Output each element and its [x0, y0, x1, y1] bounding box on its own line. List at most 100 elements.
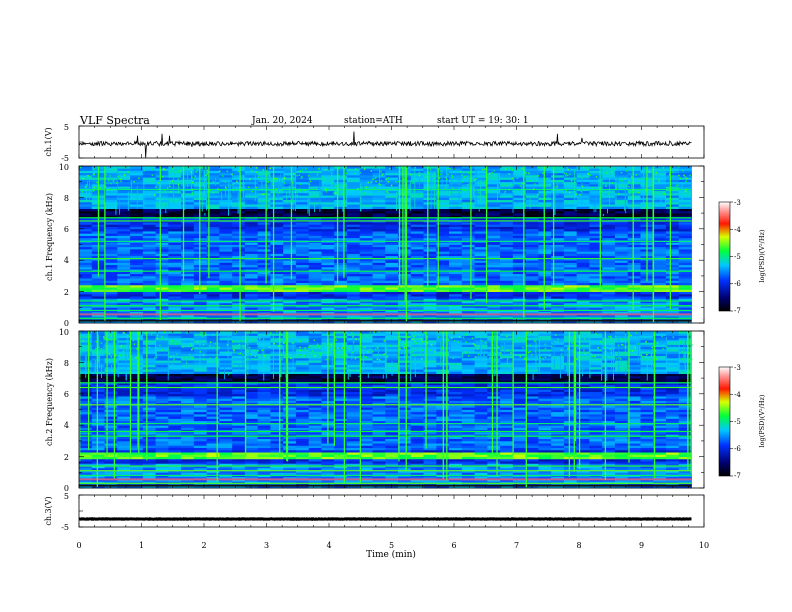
spectrogram-cell: [614, 320, 629, 324]
spectrogram-cell: [551, 485, 565, 489]
spectrogram-cell: [385, 166, 399, 169]
spectrogram-cell: [385, 244, 399, 248]
spectrogram-cell: [232, 269, 246, 272]
spectrogram-cell: [168, 280, 182, 284]
spectrogram-cell: [665, 280, 680, 284]
spectrogram-cell: [589, 248, 603, 252]
spectrogram-cell: [155, 311, 169, 315]
spectrogram-cell: [653, 199, 667, 203]
speckle: [638, 191, 640, 194]
spectrogram-cell: [232, 278, 246, 281]
spectrogram-cell: [117, 320, 131, 324]
spectrogram-cell: [168, 190, 182, 194]
spectrogram-cell: [244, 467, 259, 471]
spectrogram-cell: [512, 278, 527, 281]
spectrogram-cell: [461, 467, 475, 471]
spectrogram-cell: [117, 168, 131, 171]
spectrogram-cell: [219, 269, 233, 272]
spectrogram-cell: [334, 280, 348, 284]
spectrogram-cell: [359, 289, 373, 292]
spectrogram-cell: [627, 456, 641, 460]
speckle: [509, 167, 512, 169]
spectrogram-cell: [678, 172, 692, 176]
spectrogram-cell: [232, 253, 246, 257]
spectrogram-cell: [423, 181, 437, 185]
spectrogram-cell: [512, 251, 527, 254]
spectrogram-cell: [270, 307, 284, 310]
spectrogram-cell: [232, 470, 246, 473]
spectrogram-cell: [436, 305, 450, 308]
spectrogram-cell: [576, 253, 590, 257]
spectrogram-cell: [653, 269, 667, 272]
sferic: [513, 169, 515, 187]
spectrogram-cell: [117, 195, 131, 198]
spectrogram-cell: [436, 248, 450, 252]
spectrogram-cell: [410, 251, 424, 254]
spectrogram-cell: [614, 458, 629, 462]
spectrogram-cell: [232, 226, 246, 230]
speckle: [474, 179, 476, 181]
spectrogram-cell: [449, 282, 463, 286]
spectrogram-cell: [487, 168, 501, 171]
spectrogram-cell: [436, 253, 450, 257]
spectrogram-cell: [79, 251, 93, 254]
spectrogram-cell: [219, 260, 233, 263]
spectrogram-cell: [589, 278, 603, 281]
spectrogram-cell: [551, 201, 565, 205]
sferic: [204, 167, 206, 195]
spectrogram-cell: [678, 177, 692, 180]
spectrogram-cell: [653, 233, 667, 236]
spectrogram-cell: [334, 316, 348, 319]
speckle: [190, 171, 193, 173]
ch1-spec-ytick-2: 2: [64, 288, 69, 297]
spectrogram-cell: [678, 287, 692, 290]
spectrogram-cell: [142, 233, 156, 236]
speckle: [293, 173, 295, 175]
transmitter-line: [79, 188, 692, 191]
spectrogram-cell: [142, 291, 156, 295]
speckle: [338, 168, 340, 170]
spectrogram-cell: [359, 452, 373, 455]
spectrogram-cell: [551, 204, 565, 207]
spectrogram-cell: [334, 244, 348, 248]
spectrogram-cell: [244, 485, 259, 489]
speckle: [460, 171, 462, 173]
spectrogram-cell: [321, 244, 335, 248]
spectrogram-cell: [283, 485, 297, 489]
speckle: [521, 167, 523, 170]
speckle: [224, 189, 227, 191]
spectrogram-cell: [334, 454, 348, 457]
spectrogram-cell: [500, 244, 514, 248]
spectrogram-cell: [142, 320, 156, 324]
spectrogram-cell: [232, 257, 246, 261]
spectrogram-cell: [206, 204, 220, 207]
spectrogram-cell: [551, 266, 565, 270]
spectrogram-cell: [385, 228, 399, 232]
spectrogram-cell: [117, 174, 131, 178]
spectrogram-cell: [602, 224, 616, 227]
spectrogram-cell: [244, 284, 259, 288]
spectrogram-cell: [104, 264, 118, 268]
spectrogram-cell: [461, 186, 475, 189]
spectrogram-cell: [512, 242, 527, 245]
spectrogram-cell: [512, 195, 527, 198]
speckle: [301, 176, 303, 178]
spectrogram-cell: [295, 284, 310, 288]
spectrogram-cell: [474, 244, 488, 248]
spectrogram-cell: [627, 177, 641, 180]
sferic: [660, 191, 662, 207]
spectrogram-cell: [423, 186, 437, 189]
speckle: [172, 167, 174, 170]
spectrogram-cell: [576, 255, 590, 259]
speckle: [365, 186, 368, 188]
speckle: [375, 180, 377, 183]
spectrogram-cell: [168, 458, 182, 462]
spectrogram-cell: [219, 231, 233, 234]
speckle: [191, 191, 194, 194]
spectrogram-cell: [398, 458, 412, 462]
spectrogram-cell: [232, 195, 246, 198]
spectrogram-cell: [295, 235, 310, 239]
spectrogram-cell: [257, 253, 271, 257]
spectrogram-cell: [576, 456, 590, 460]
spectrogram-cell: [257, 472, 271, 475]
